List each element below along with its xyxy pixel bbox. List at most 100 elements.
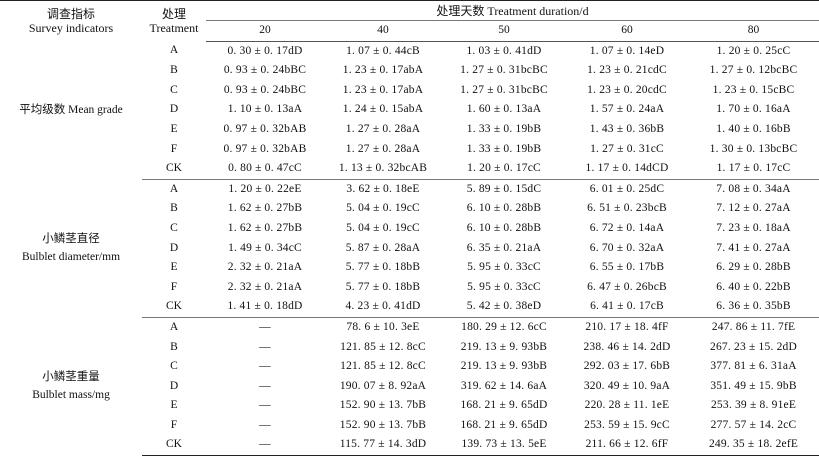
value-cell: 5. 04 ± 0. 19cC (346, 202, 420, 215)
table-row: B 1. 62 ± 0. 27bB 5. 04 ± 0. 19cC 6. 10 ± 0… (0, 199, 819, 219)
treatment-header: 处理 Treatment (142, 0, 206, 42)
value-cell: 320. 49 ± 10. 9aA (583, 379, 671, 392)
value-cell: 152. 90 ± 13. 7bB (339, 418, 427, 431)
treatment-cell: E (170, 261, 178, 274)
value-cell: 1. 27 ± 0. 31bcBC (460, 83, 548, 96)
table-row: B 0. 93 ± 0. 24bBC 1. 23 ± 0. 17abA 1. 27 ±… (0, 61, 819, 81)
value-cell: 5. 87 ± 0. 28aA (345, 241, 421, 254)
value-cell: 1. 20 ± 0. 22eE (228, 182, 302, 195)
value-cell: 1. 20 ± 0. 17cC (442, 159, 566, 180)
value-cell: 121. 85 ± 12. 8cC (340, 340, 426, 353)
treatment-cell: F (170, 142, 178, 155)
value-cell: 0. 30 ± 0. 17dD (227, 44, 303, 57)
value-cell: 2. 32 ± 0. 21aA (227, 261, 303, 274)
value-cell: 5. 95 ± 0. 33cC (467, 280, 541, 293)
treatment-header-en: Treatment (149, 21, 199, 36)
value-cell: — (259, 340, 271, 353)
value-cell: 211. 66 ± 12. 6fF (566, 435, 688, 457)
table-row: D — 190. 07 ± 8. 92aA 319. 62 ± 14. 6aA 320.… (0, 377, 819, 397)
value-cell: 6. 55 ± 0. 17bB (589, 261, 665, 274)
value-cell: 1. 27 ± 0. 31cC (590, 142, 664, 155)
table-row: 平均级数 Mean grade A 0. 30 ± 0. 17dD 1. 07 ± 0… (0, 41, 819, 116)
table-row: F 2. 32 ± 0. 21aA 5. 77 ± 0. 18bB 5. 95 ± 0… (0, 278, 819, 298)
value-cell: — (259, 320, 271, 333)
value-cell: 0. 93 ± 0. 24bBC (223, 83, 307, 96)
table-row: B — 121. 85 ± 12. 8cC 219. 13 ± 9. 93bB 238.… (0, 338, 819, 358)
value-cell: 5. 77 ± 0. 18bB (345, 280, 421, 293)
value-cell: 0. 97 ± 0. 32bAB (223, 122, 307, 135)
treatment-cell: B (170, 202, 178, 215)
value-cell: — (259, 418, 271, 431)
value-cell: — (259, 379, 271, 392)
header-row-top: 调查指标 Survey indicators 处理 Treatment 处理天数… (0, 0, 819, 42)
header-row-days: 20 40 50 60 80 (0, 20, 819, 42)
value-cell: 6. 41 ± 0. 17cB (566, 297, 688, 318)
value-cell: 1. 70 ± 0. 16aA (716, 103, 791, 116)
value-cell: 1. 13 ± 0. 32bcAB (324, 159, 442, 180)
value-cell: 7. 12 ± 0. 27aA (716, 202, 791, 215)
value-cell: 7. 41 ± 0. 27aA (716, 241, 791, 254)
value-cell: 7. 23 ± 0. 18aA (716, 221, 791, 234)
table-row: F — 152. 90 ± 13. 7bB 168. 21 ± 9. 65dD 253.… (0, 416, 819, 436)
value-cell: 6. 01 ± 0. 25dC (589, 182, 665, 195)
value-cell: 5. 04 ± 0. 19cC (346, 221, 420, 234)
day-header: 20 (206, 20, 324, 42)
table-row: F 0. 97 ± 0. 32bAB 1. 27 ± 0. 28aA 1. 33 ± … (0, 140, 819, 160)
treatment-cell: A (169, 44, 179, 57)
value-cell: 1. 60 ± 0. 13aA (466, 103, 542, 116)
treatment-cell: CK (142, 435, 206, 457)
treatment-cell: CK (142, 297, 206, 318)
value-cell: 220. 28 ± 11. 1eE (584, 399, 670, 412)
table-row: D 1. 10 ± 0. 13aA 1. 24 ± 0. 15abA 1. 60 ± … (0, 100, 819, 120)
table-row: D 1. 49 ± 0. 34cC 5. 87 ± 0. 28aA 6. 35 ± 0… (0, 239, 819, 259)
results-table: 调查指标 Survey indicators 处理 Treatment 处理天数… (0, 0, 819, 457)
treatment-cell: A (169, 320, 179, 333)
indicator-cell: 小鳞茎重量 Bulblet mass/mg (0, 317, 142, 455)
value-cell: 1. 27 ± 0. 28aA (345, 122, 421, 135)
value-cell: 7. 08 ± 0. 34aA (716, 182, 791, 195)
value-cell: 115. 77 ± 14. 3dD (324, 435, 442, 457)
value-cell: 1. 40 ± 0. 16bB (716, 122, 791, 135)
value-cell: 277. 57 ± 14. 2cC (710, 418, 797, 431)
value-cell: 1. 41 ± 0. 18dD (206, 297, 324, 318)
table-row: C — 121. 85 ± 12. 8cC 219. 13 ± 9. 93bB 292.… (0, 357, 819, 377)
value-cell: 1. 57 ± 0. 24aA (589, 103, 665, 116)
value-cell: 4. 23 ± 0. 41dD (324, 297, 442, 318)
treatment-cell: A (169, 182, 179, 195)
value-cell: 0. 97 ± 0. 32bAB (223, 142, 307, 155)
duration-header: 处理天数 Treatment duration/d (206, 0, 819, 21)
value-cell: 377. 81 ± 6. 31aA (710, 360, 797, 373)
value-cell: 6. 10 ± 0. 28bB (466, 202, 542, 215)
day-header: 40 (324, 20, 442, 42)
value-cell: 1. 27 ± 0. 28aA (345, 142, 421, 155)
value-cell: 1. 07 ± 0. 44cB (346, 44, 420, 57)
table-row: C 0. 93 ± 0. 24bBC 1. 23 ± 0. 17abA 1. 27 ±… (0, 81, 819, 101)
value-cell: 238. 46 ± 14. 2dD (583, 340, 671, 353)
value-cell: 1. 62 ± 0. 27bB (227, 221, 303, 234)
value-cell: 253. 59 ± 15. 9cC (584, 418, 670, 431)
value-cell: 219. 13 ± 9. 93bB (460, 340, 548, 353)
table-row: E 2. 32 ± 0. 21aA 5. 77 ± 0. 18bB 5. 95 ± 0… (0, 258, 819, 278)
value-cell: 190. 07 ± 8. 92aA (339, 379, 427, 392)
table-row: CK 1. 41 ± 0. 18dD 4. 23 ± 0. 41dD 5. 42 ± … (0, 297, 819, 318)
value-cell: 5. 42 ± 0. 38eD (442, 297, 566, 318)
value-cell: 6. 51 ± 0. 23bcB (587, 202, 667, 215)
value-cell: 1. 23 ± 0. 15cBC (712, 83, 795, 96)
indicator-cell: 平均级数 Mean grade (0, 41, 142, 179)
value-cell: 292. 03 ± 17. 6bB (583, 360, 671, 373)
value-cell: 1. 10 ± 0. 13aA (227, 103, 303, 116)
value-cell: 1. 33 ± 0. 19bB (466, 122, 542, 135)
value-cell: 1. 30 ± 0. 13bcBC (709, 142, 798, 155)
value-cell: 78. 6 ± 10. 3eE (346, 320, 420, 333)
value-cell: 210. 17 ± 18. 4fF (585, 320, 669, 333)
value-cell: 1. 03 ± 0. 41dD (466, 44, 542, 57)
value-cell: — (206, 435, 324, 457)
value-cell: 5. 95 ± 0. 33cC (467, 261, 541, 274)
value-cell: 1. 17 ± 0. 14dCD (566, 159, 688, 180)
value-cell: 180. 29 ± 12. 6cC (461, 320, 547, 333)
indicator-name-cn: 小鳞茎重量 (42, 371, 100, 384)
value-cell: 267. 23 ± 15. 2dD (710, 340, 798, 353)
value-cell: 5. 77 ± 0. 18bB (345, 261, 421, 274)
day-header: 60 (566, 20, 688, 42)
value-cell: 6. 35 ± 0. 21aA (466, 241, 542, 254)
